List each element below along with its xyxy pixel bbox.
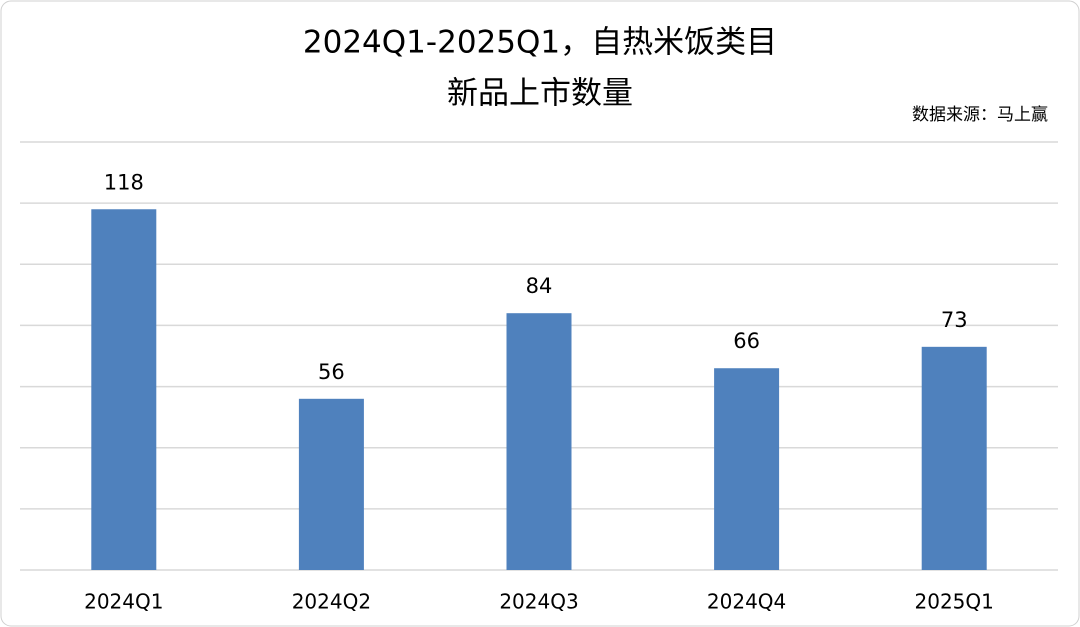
chart-title: 新品上市数量	[447, 76, 633, 112]
data-label: 66	[733, 329, 760, 353]
bar	[298, 398, 364, 570]
x-tick-label: 2024Q4	[707, 590, 786, 614]
data-label: 56	[318, 360, 345, 384]
bar	[921, 346, 987, 570]
source-note: 数据来源：马上赢	[912, 105, 1048, 125]
x-tick-label: 2025Q1	[915, 590, 994, 614]
bar	[714, 368, 780, 570]
x-tick-label: 2024Q1	[84, 590, 163, 614]
bar	[506, 313, 572, 570]
data-label: 118	[104, 170, 144, 194]
data-label: 84	[526, 274, 553, 298]
chart-title: 2024Q1-2025Q1，自热米饭类目	[303, 25, 777, 61]
x-tick-label: 2024Q3	[499, 590, 578, 614]
x-tick-label: 2024Q2	[292, 590, 371, 614]
bar	[91, 209, 157, 570]
data-label: 73	[941, 308, 968, 332]
